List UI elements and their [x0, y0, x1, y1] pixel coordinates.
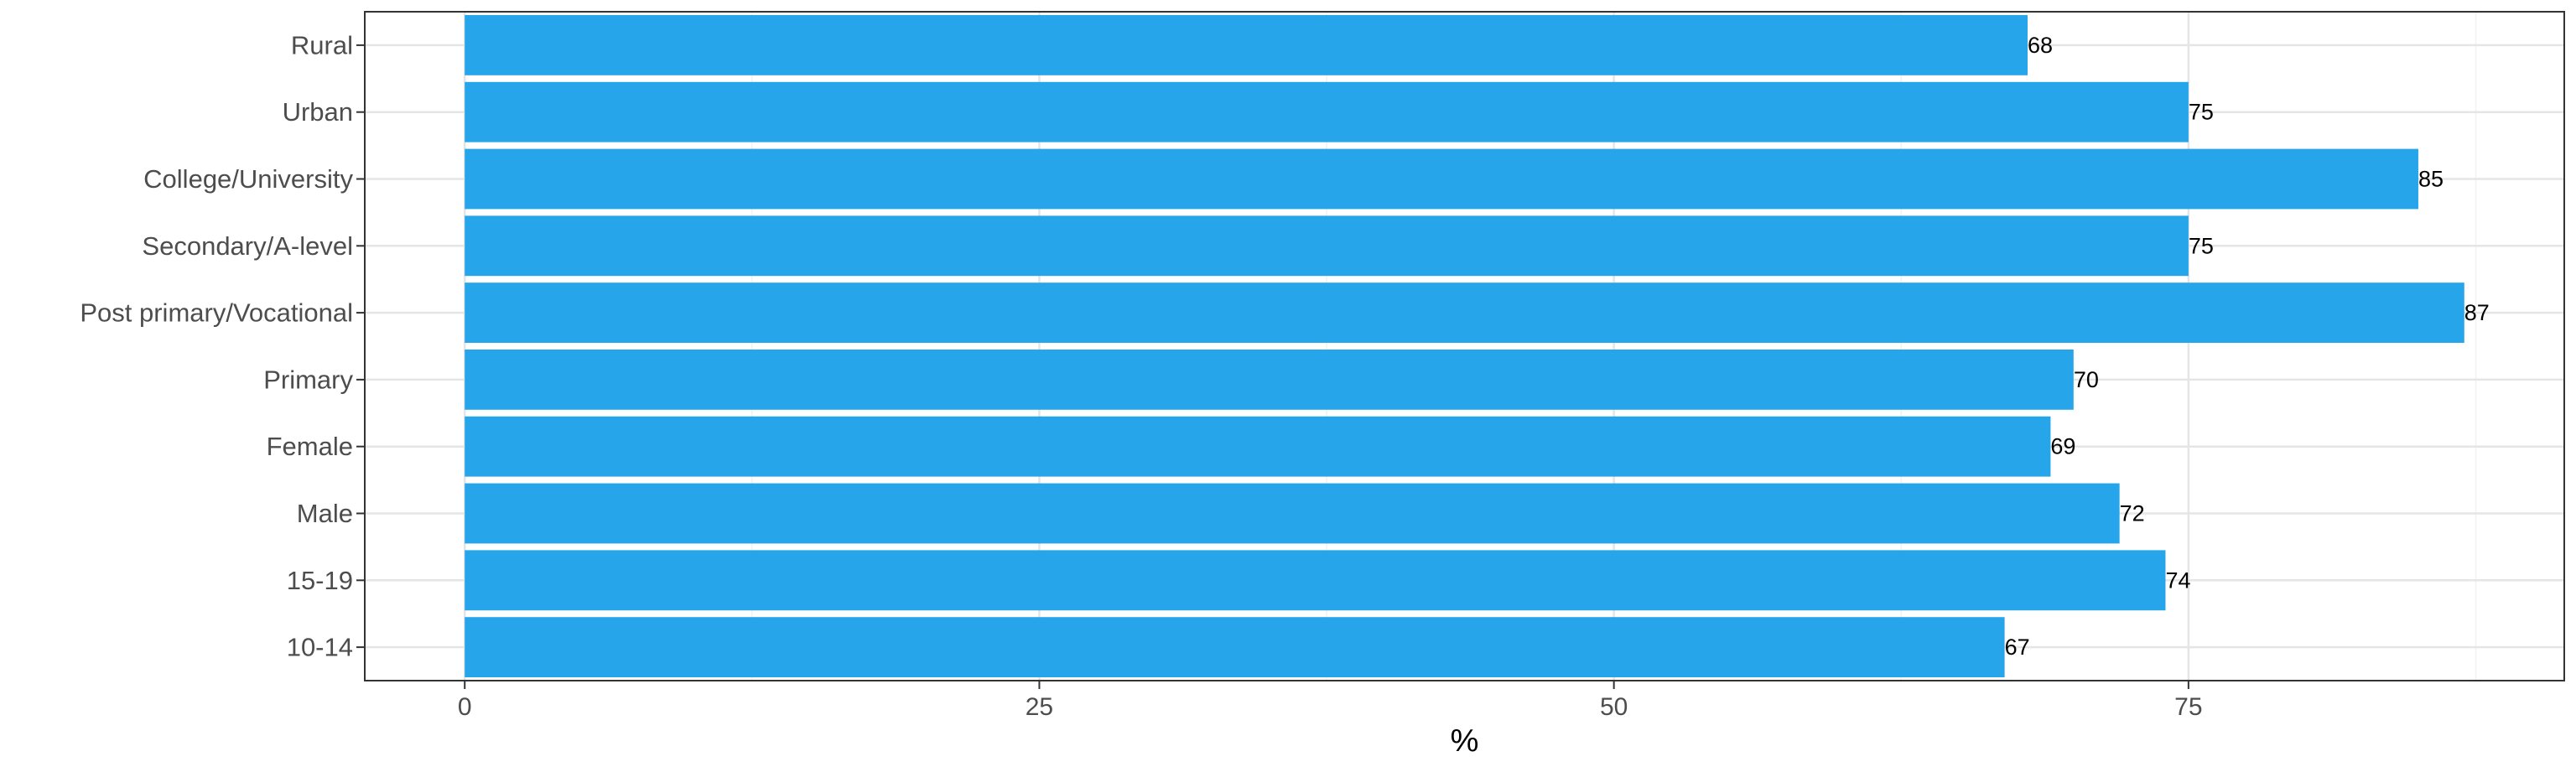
bar	[465, 215, 2189, 277]
bar	[465, 282, 2464, 344]
data-label: 75	[2189, 233, 2214, 258]
x-tick-label: 25	[1026, 693, 1053, 721]
data-label: 75	[2189, 100, 2214, 125]
y-axis-ticks: Rural Urban College/University Secondary/A-…	[80, 30, 365, 662]
category-label: 10-14	[287, 633, 353, 662]
bars-group	[465, 14, 2464, 678]
bar	[465, 349, 2074, 410]
data-labels-group: 68 75 85 75 87 70 69 72 74 67	[2005, 33, 2490, 660]
x-tick-label: 50	[1600, 693, 1628, 721]
x-tick-label: 75	[2174, 693, 2202, 721]
category-label: College/University	[143, 164, 353, 194]
data-label: 67	[2005, 635, 2030, 660]
bar	[465, 483, 2120, 544]
data-label: 68	[2028, 33, 2053, 58]
x-axis-ticks: 0 25 50 75	[458, 681, 2203, 721]
bar	[465, 81, 2189, 142]
category-label: Urban	[283, 97, 353, 127]
category-label: 15-19	[287, 566, 353, 595]
category-label: Primary	[263, 365, 353, 394]
category-label: Male	[297, 499, 353, 528]
data-label: 74	[2165, 567, 2190, 593]
x-axis-title: %	[1451, 723, 1479, 759]
category-label: Post primary/Vocational	[80, 298, 353, 328]
bar	[465, 148, 2418, 210]
category-label: Female	[267, 432, 353, 461]
bar	[465, 416, 2051, 477]
category-label: Secondary/A-level	[142, 231, 353, 261]
panel-border	[364, 11, 2565, 681]
bar	[465, 14, 2028, 75]
x-tick-label: 0	[458, 693, 472, 721]
data-label: 87	[2464, 300, 2490, 325]
bar	[465, 617, 2005, 678]
data-label: 85	[2418, 167, 2444, 192]
data-label: 69	[2050, 434, 2075, 459]
data-label: 72	[2120, 501, 2145, 526]
data-label: 70	[2074, 367, 2099, 392]
category-label: Rural	[291, 30, 353, 60]
bar	[465, 550, 2166, 611]
